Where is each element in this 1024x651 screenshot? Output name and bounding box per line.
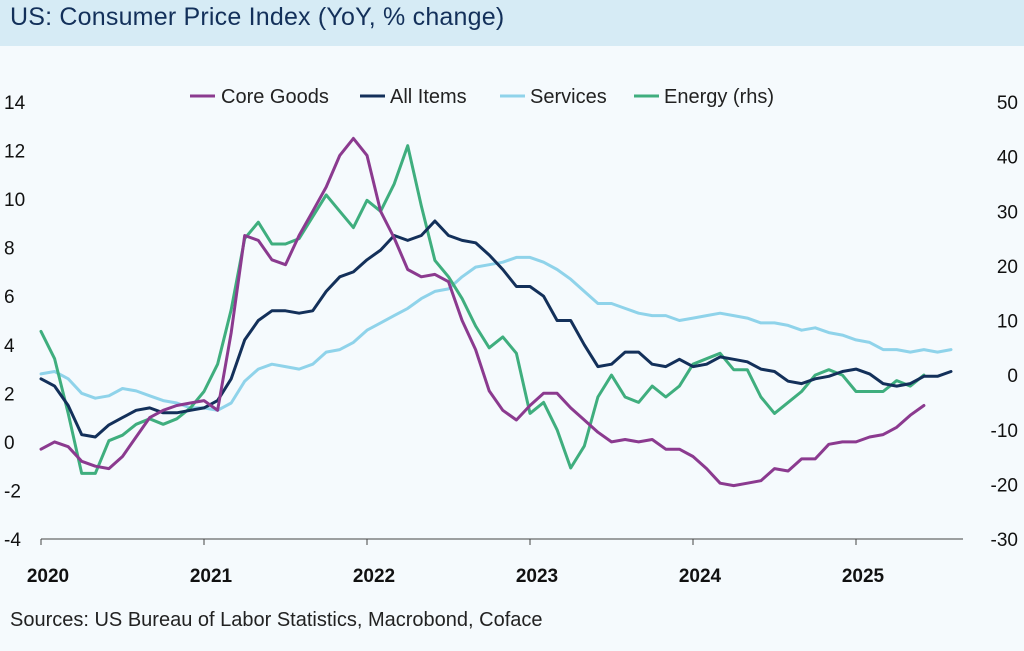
y-right-tick-label: -10 — [991, 421, 1018, 442]
y-left-tick-label: 8 — [4, 239, 15, 260]
series-line-core-goods — [39, 136, 926, 488]
chart-title: US: Consumer Price Index (YoY, % change) — [10, 3, 505, 31]
y-left-tick-label: 12 — [4, 142, 25, 163]
y-right-tick-label: 40 — [997, 148, 1018, 169]
y-right-tick-label: 20 — [997, 257, 1018, 278]
y-left-tick-label: 0 — [4, 433, 15, 454]
x-tick-label: 2021 — [190, 566, 233, 587]
x-tick-label: 2020 — [27, 566, 69, 587]
source-note: Sources: US Bureau of Labor Statistics, … — [10, 609, 543, 631]
y-left-tick-label: 6 — [4, 287, 15, 308]
y-right-tick-label: 50 — [997, 93, 1018, 114]
y-left-tick-label: -4 — [4, 530, 21, 551]
legend-label-services: Services — [530, 86, 607, 108]
legend-label-all-items: All Items — [390, 86, 467, 108]
y-left-tick-label: 4 — [4, 336, 15, 357]
x-tick-label: 2022 — [353, 566, 395, 587]
x-tick-label: 2025 — [842, 566, 885, 587]
x-tick-label: 2023 — [516, 566, 558, 587]
series-line-services — [39, 255, 953, 412]
y-left-tick-label: 2 — [4, 384, 15, 405]
y-right-tick-label: 0 — [1007, 366, 1018, 387]
y-right-tick-label: 30 — [997, 202, 1018, 223]
y-left-tick-label: -2 — [4, 481, 21, 502]
y-left-tick-label: 14 — [4, 93, 26, 114]
legend-label-core-goods: Core Goods — [221, 86, 329, 108]
series-line-all-items — [39, 219, 953, 439]
legend-label-energy-rhs: Energy (rhs) — [664, 86, 774, 108]
x-tick-label: 2024 — [679, 566, 722, 587]
y-left-tick-label: 10 — [4, 190, 25, 211]
series-line-energy-rhs — [39, 144, 926, 475]
y-right-tick-label: -30 — [991, 530, 1018, 551]
title-bar — [0, 0, 1024, 46]
y-right-tick-label: 10 — [997, 312, 1018, 333]
y-right-tick-label: -20 — [991, 475, 1018, 496]
